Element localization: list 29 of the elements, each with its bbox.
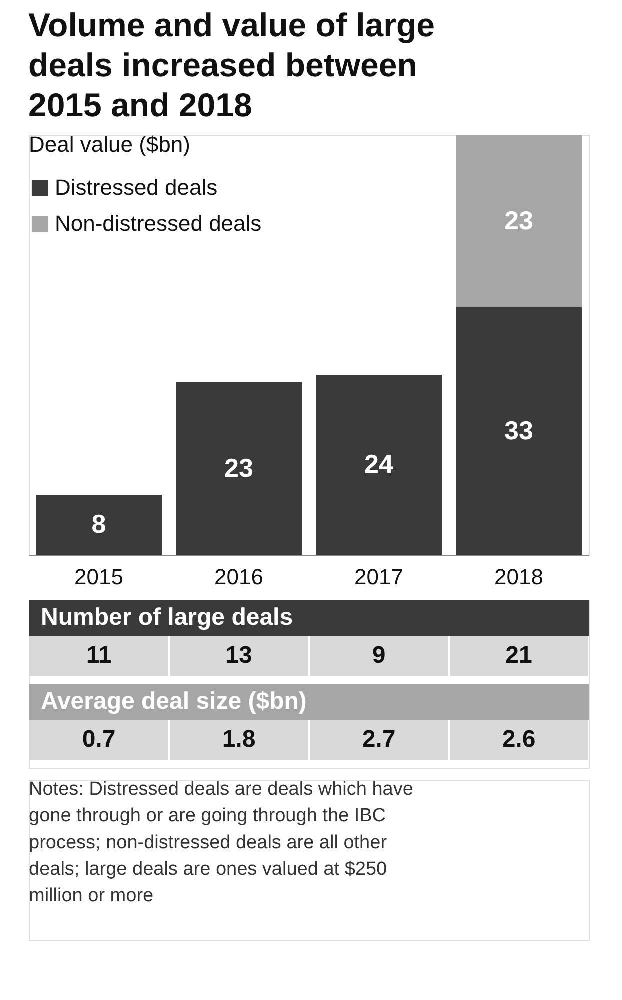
data-label: 33 — [504, 415, 534, 446]
bar — [456, 308, 582, 555]
text: 2.6 — [502, 726, 536, 753]
bar — [316, 375, 442, 555]
bar — [36, 495, 162, 555]
text: 1.8 — [222, 726, 256, 753]
data-label: 24 — [364, 449, 394, 479]
data-label: 23 — [504, 205, 534, 236]
legend-label: Non-distressed deals — [55, 211, 262, 236]
y-axis-title: Deal value ($bn) — [29, 132, 190, 157]
text: 2.7 — [362, 726, 396, 753]
legend-label: Distressed deals — [55, 175, 218, 200]
text: 0.7 — [82, 726, 116, 753]
x-tick-label: 2017 — [354, 564, 404, 590]
text: Number of large deals — [41, 604, 294, 631]
bar — [456, 135, 582, 308]
data-label: 23 — [224, 452, 254, 483]
text: 21 — [506, 642, 532, 669]
text: Notes: Distressed deals are deals which have gone through or are going through the IBC process; non-distressed deals are all other deals; large deals are ones valued at $250 million or more — [29, 779, 414, 907]
x-tick-label: 2016 — [214, 564, 264, 590]
text: 13 — [226, 642, 252, 669]
chart-title: Volume and value of large deals increased between 2015 and 2018 — [28, 6, 435, 124]
text: Average deal size ($bn) — [41, 688, 307, 715]
x-tick-label: 2015 — [74, 564, 124, 590]
text: 9 — [372, 642, 386, 669]
bar — [176, 382, 302, 555]
x-tick-label: 2018 — [494, 564, 544, 590]
text: 11 — [86, 642, 112, 669]
data-label: 8 — [92, 509, 106, 539]
